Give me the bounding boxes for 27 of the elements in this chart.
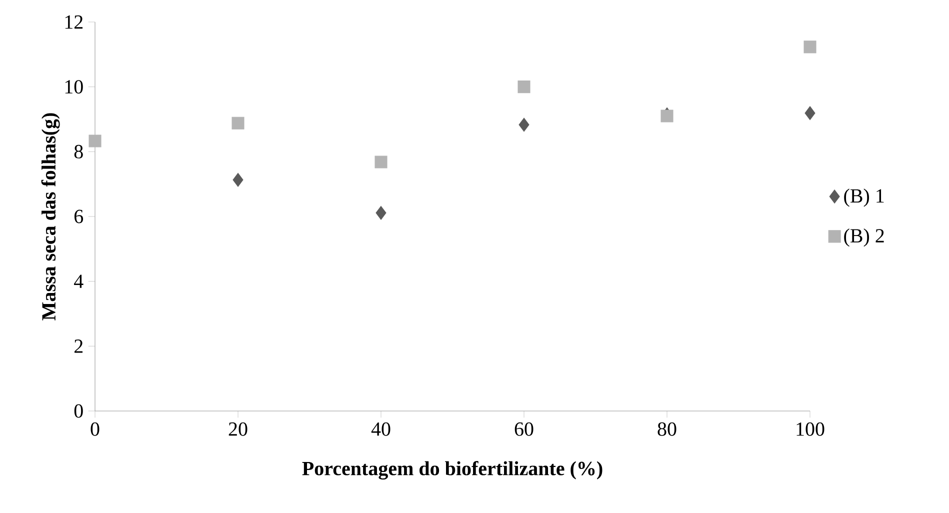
point: [660, 110, 674, 122]
point: [804, 106, 816, 120]
y-tick-label: 2: [74, 340, 83, 353]
y-tick-label: 10: [65, 80, 83, 94]
point: [376, 206, 386, 220]
point: [232, 116, 244, 130]
point: [374, 156, 388, 168]
y-axis-title: Massa seca das folhas(g): [41, 113, 60, 320]
point: [232, 172, 244, 187]
y-tick-label: 12: [65, 15, 83, 29]
x-tick-label: 40: [371, 422, 390, 436]
point: [518, 80, 530, 94]
x-tick-label: 100: [796, 422, 824, 436]
y-tick-label: 6: [74, 210, 84, 224]
point: [518, 118, 530, 132]
legend-label: (B) 2: [844, 228, 884, 247]
point: [88, 134, 102, 148]
x-tick-label: 20: [228, 422, 248, 436]
x-tick-label: 0: [90, 422, 100, 436]
x-tick-label: 60: [514, 422, 534, 436]
legend-label: (B) 1: [844, 188, 884, 207]
x-tick-label: 80: [658, 422, 676, 436]
y-tick-label: 0: [74, 404, 83, 418]
point: [804, 40, 816, 54]
x-axis-title: Porcentagem do biofertilizante (%): [302, 461, 602, 480]
y-tick-label: 8: [74, 144, 83, 158]
y-tick-label: 4: [74, 274, 84, 288]
